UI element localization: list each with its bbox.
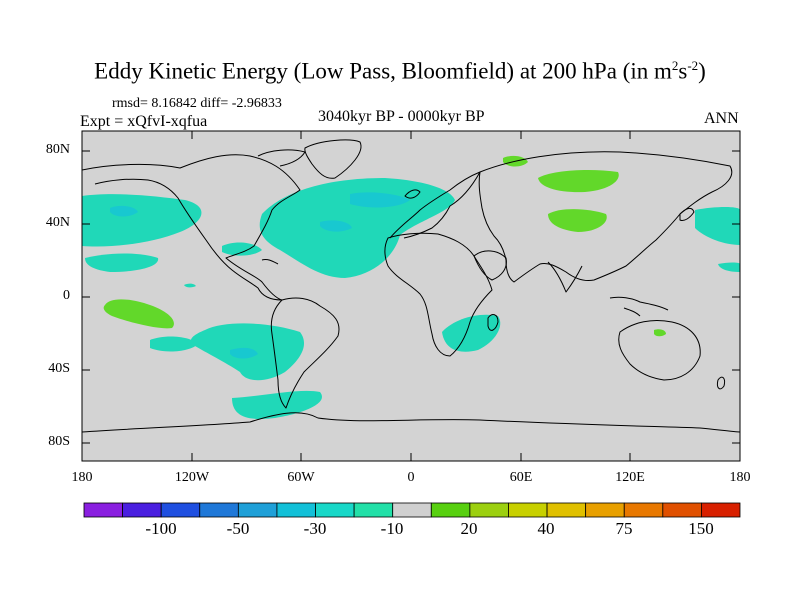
colorbar-label: 75 xyxy=(615,519,633,538)
colorbar-swatch xyxy=(430,502,471,518)
colorbar-swatch xyxy=(122,502,162,518)
lon-label: 180 xyxy=(71,470,93,485)
lat-label: 80N xyxy=(45,142,70,157)
map-background xyxy=(82,131,740,461)
colorbar-label: 150 xyxy=(688,519,714,538)
colorbar-swatch xyxy=(83,502,123,518)
lat-ticks xyxy=(82,150,740,444)
colorbar-label: 40 xyxy=(537,519,555,538)
lon-ticks xyxy=(191,131,631,461)
lon-label: 60W xyxy=(287,470,315,485)
coastlines xyxy=(82,139,740,433)
lon-label: 60E xyxy=(509,470,533,485)
colorbar-swatch xyxy=(199,502,239,518)
lat-label: 40S xyxy=(48,361,70,376)
colorbar-swatch xyxy=(701,502,741,518)
colorbar-swatch xyxy=(237,502,278,518)
colorbar-swatch xyxy=(160,502,201,518)
map-title: Eddy Kinetic Energy (Low Pass, Bloomfiel… xyxy=(94,58,706,84)
colorbar-swatch xyxy=(585,502,625,518)
colorbar-swatch xyxy=(508,502,548,518)
stats-text: rmsd= 8.16842 diff= -2.96833 xyxy=(112,96,282,111)
lat-label: 80S xyxy=(48,434,70,449)
colorbar-swatch xyxy=(353,502,394,518)
colorbar-swatch xyxy=(623,502,664,518)
colorbar-swatch xyxy=(315,502,355,518)
colorbar-swatch xyxy=(662,502,702,518)
lat-label: 40N xyxy=(45,215,70,230)
colorbar-label: 20 xyxy=(460,519,478,538)
colorbar-swatch xyxy=(276,502,316,518)
colorbar-swatch xyxy=(546,502,587,518)
colorbar-label: -30 xyxy=(303,519,327,538)
experiment-label: Expt = xQfvI-xqfua xyxy=(80,113,208,130)
lon-label: 120E xyxy=(615,470,645,485)
season-label: ANN xyxy=(704,110,739,127)
lon-label: 120W xyxy=(174,470,210,485)
lat-label: 0 xyxy=(63,288,70,303)
positive-anomaly-regions xyxy=(103,155,666,337)
colorbar-label: -100 xyxy=(145,519,177,538)
colorbar-label: -10 xyxy=(380,519,404,538)
lon-label: 180 xyxy=(729,470,751,485)
colorbar-label: -50 xyxy=(226,519,250,538)
colorbar-swatch xyxy=(392,502,432,518)
colorbar xyxy=(83,502,741,518)
colorbar-swatch xyxy=(469,502,509,518)
period-label: 3040kyr BP - 0000kyr BP xyxy=(318,108,485,125)
lon-label: 0 xyxy=(407,470,415,485)
negative-core-regions xyxy=(110,192,410,359)
